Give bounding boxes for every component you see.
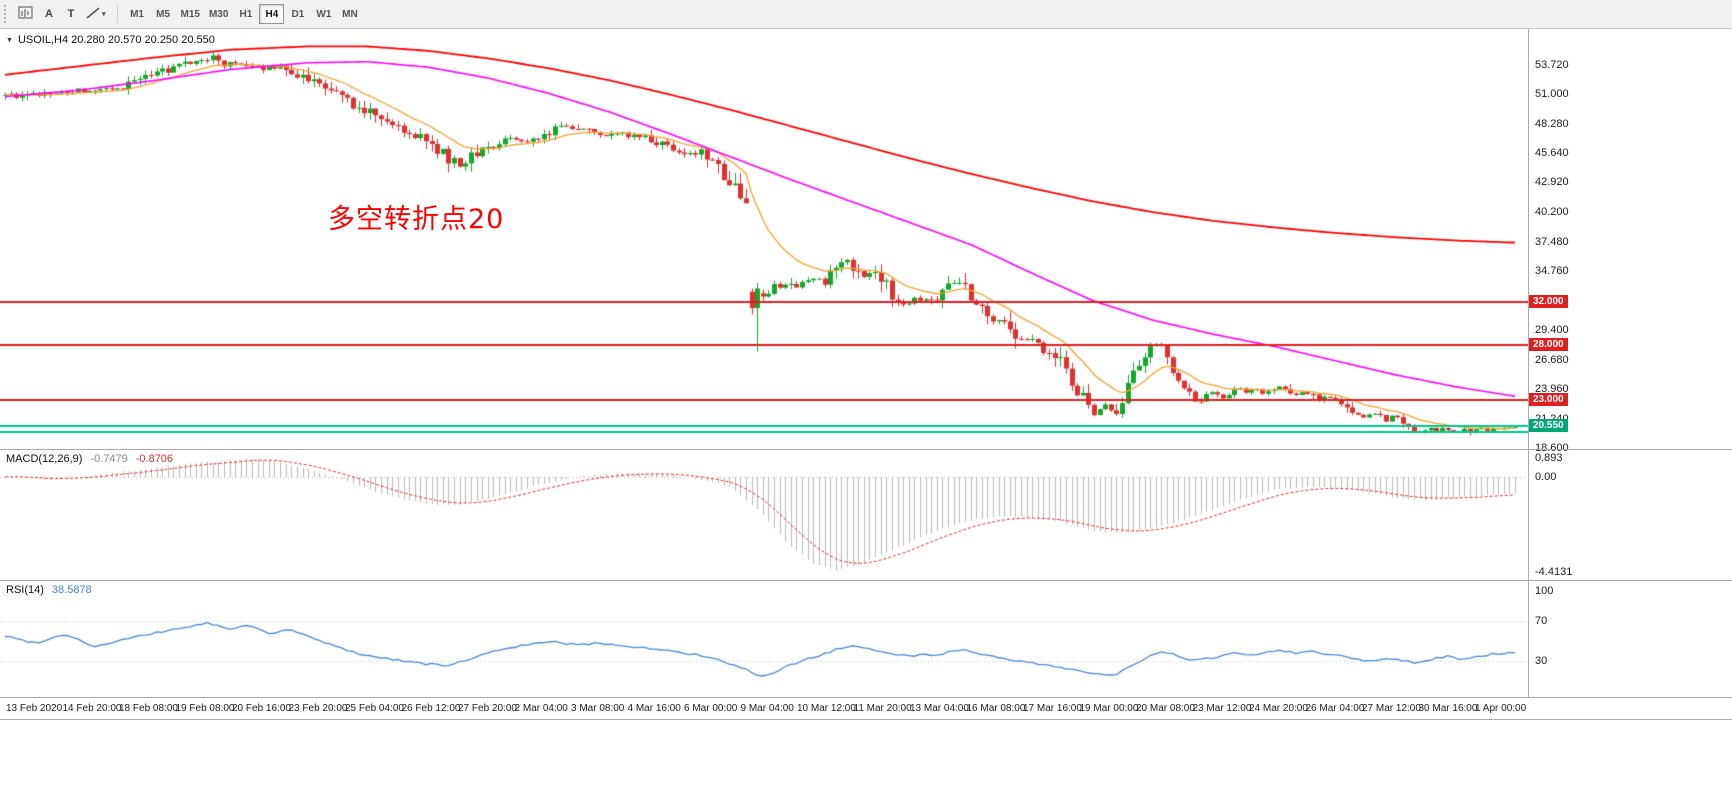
timeframe-button-m15[interactable]: M15 <box>177 4 204 24</box>
price-tag: 32.000 <box>1529 294 1568 308</box>
trendline-icon <box>86 6 100 22</box>
time-axis-label: 18 Feb 08:00 <box>119 703 178 714</box>
time-axis-label: 14 Feb 20:00 <box>62 703 122 714</box>
price-axis-label: 70 <box>1535 615 1548 627</box>
panel-separator[interactable] <box>0 580 1732 581</box>
price-axis-rsi: 100 70 30 <box>1529 581 1731 697</box>
price-axis-label: 37.480 <box>1535 235 1569 248</box>
price-tag: 28.000 <box>1529 338 1568 352</box>
macd-label: MACD(12,26,9) <box>6 453 83 465</box>
price-axis-label: 23.960 <box>1535 383 1569 396</box>
price-axis-label: 48.280 <box>1535 118 1569 131</box>
timeframe-button-m30[interactable]: M30 <box>205 4 232 24</box>
timeframe-button-d1[interactable]: D1 <box>285 4 310 24</box>
time-axis-label: 2 Mar 04:00 <box>514 703 568 714</box>
time-axis-label: 6 Mar 00:00 <box>684 703 738 714</box>
time-axis-label: 23 Mar 12:00 <box>1192 703 1252 714</box>
main-chart-header: ▼ USOIL,H4 20.280 20.570 20.250 20.550 <box>6 34 215 46</box>
timeframe-group: M1 M5 M15 M30 H1 H4 D1 W1 MN <box>125 4 363 24</box>
chart-tool-icon <box>18 6 34 23</box>
price-axis-macd: 0.893 0.00 -4.4131 <box>1529 450 1731 580</box>
line-studies-dropdown-button[interactable]: ▾ <box>82 4 110 25</box>
time-axis-label: 26 Mar 04:00 <box>1305 703 1365 714</box>
price-axis-label: 34.760 <box>1535 265 1569 278</box>
macd-header: MACD(12,26,9) -0.7479 -0.8706 <box>6 453 173 465</box>
text-tool-button[interactable]: T <box>60 4 82 25</box>
time-axis-label: 9 Mar 04:00 <box>740 703 794 714</box>
price-axis-main: 53.720 51.000 48.280 45.640 42.920 40.200 37.4… <box>1529 29 1731 454</box>
rsi-label: RSI(14) <box>6 584 44 596</box>
timeframe-button-h4[interactable]: H4 <box>259 4 285 24</box>
caret-down-icon: ▾ <box>102 11 106 18</box>
panel-separator[interactable] <box>0 449 1732 450</box>
time-axis-label: 20 Mar 08:00 <box>1136 703 1195 714</box>
time-axis-label: 4 Mar 16:00 <box>627 703 681 714</box>
price-axis-label: 45.640 <box>1535 146 1569 159</box>
symbol-title: USOIL,H4 20.280 20.570 20.250 20.550 <box>17 34 215 46</box>
time-axis-label: 13 Mar 04:00 <box>910 703 969 714</box>
price-axis-label: 42.920 <box>1535 176 1569 189</box>
time-axis-label: 25 Feb 04:00 <box>345 703 404 714</box>
macd-signal-value: -0.8706 <box>135 453 174 465</box>
price-axis-label: -4.4131 <box>1535 566 1573 578</box>
price-tag: 23.000 <box>1529 392 1568 406</box>
time-axis-label: 19 Feb 08:00 <box>175 703 235 714</box>
rsi-indicator-canvas[interactable] <box>0 581 1528 697</box>
macd-main-value: -0.7479 <box>90 453 128 465</box>
toolbar-separator <box>116 5 118 23</box>
terminal-window: A T ▾ M1 M5 M15 M30 H1 H4 D1 W1 MN ▼ USOIL,H4 20… <box>0 0 1732 720</box>
time-axis-label: 26 Feb 12:00 <box>401 703 461 714</box>
timeframe-button-w1[interactable]: W1 <box>311 4 336 24</box>
price-axis-label: 53.720 <box>1535 58 1569 71</box>
time-axis-label: 27 Feb 20:00 <box>458 703 517 714</box>
timeframe-button-m1[interactable]: M1 <box>125 4 150 24</box>
price-axis-label: 51.000 <box>1535 88 1569 101</box>
time-axis-label: 13 Feb 2020 <box>6 703 63 714</box>
panel-separator <box>0 697 1732 698</box>
price-axis-label: 40.200 <box>1535 206 1569 219</box>
time-axis-label: 24 Mar 20:00 <box>1249 703 1308 714</box>
time-axis-label: 10 Mar 12:00 <box>797 703 856 714</box>
time-axis-label: 23 Feb 20:00 <box>288 703 348 714</box>
price-tag: 20.550 <box>1529 419 1568 433</box>
time-axis-label: 17 Mar 16:00 <box>1023 703 1082 714</box>
time-axis-label: 3 Mar 08:00 <box>571 703 625 714</box>
rsi-header: RSI(14) 38.5878 <box>6 584 92 596</box>
price-axis-label: 30 <box>1535 655 1548 667</box>
chart-window: ▼ USOIL,H4 20.280 20.570 20.250 20.550 多… <box>0 29 1732 720</box>
time-axis-label: 1 Apr 00:00 <box>1475 703 1527 714</box>
price-axis-label: 18.600 <box>1535 441 1569 454</box>
chart-tool-button[interactable] <box>14 4 38 25</box>
price-axis-label: 29.400 <box>1535 323 1569 336</box>
timeframe-button-mn[interactable]: MN <box>337 4 362 24</box>
time-axis-label: 16 Mar 08:00 <box>966 703 1026 714</box>
main-price-chart-canvas[interactable] <box>0 29 1528 449</box>
price-axis-label: 0.00 <box>1535 471 1557 484</box>
price-axis[interactable]: 53.720 51.000 48.280 45.640 42.920 40.200 37.4… <box>1528 29 1731 697</box>
toolbar-grip[interactable] <box>4 5 10 23</box>
time-axis-label: 30 Mar 16:00 <box>1418 703 1478 714</box>
macd-indicator-canvas[interactable] <box>0 450 1528 580</box>
chart-annotation-text[interactable]: 多空转折点20 <box>328 204 505 235</box>
chart-toolbar: A T ▾ M1 M5 M15 M30 H1 H4 D1 W1 MN <box>0 0 1732 29</box>
timeframe-button-m5[interactable]: M5 <box>151 4 176 24</box>
price-axis-label: 26.680 <box>1535 353 1569 366</box>
chart-shift-marker-icon: ▼ <box>6 36 13 44</box>
timeframe-button-h1[interactable]: H1 <box>233 4 258 24</box>
price-axis-label: 100 <box>1535 585 1554 597</box>
time-axis[interactable]: 13 Feb 2020 14 Feb 20:00 18 Feb 08:00 19 Fe… <box>0 698 1528 720</box>
rsi-value: 38.5878 <box>51 584 92 596</box>
price-axis-label: 0.893 <box>1535 452 1563 464</box>
time-axis-label: 27 Mar 12:00 <box>1362 703 1421 714</box>
time-axis-label: 11 Mar 20:00 <box>853 703 912 714</box>
time-axis-label: 19 Mar 00:00 <box>1079 703 1139 714</box>
time-axis-label: 20 Feb 16:00 <box>232 703 291 714</box>
arrow-label-tool-button[interactable]: A <box>38 4 60 25</box>
